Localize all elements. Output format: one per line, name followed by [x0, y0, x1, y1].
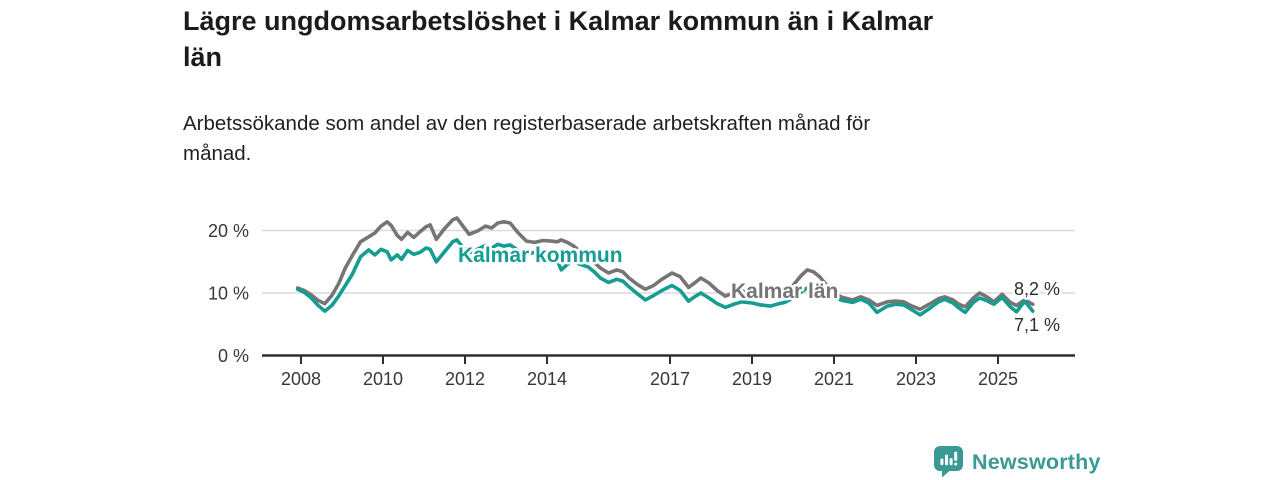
x-axis-tick-label: 2021	[814, 369, 854, 389]
x-axis-tick-label: 2025	[978, 369, 1018, 389]
x-axis-tick-label: 2014	[527, 369, 567, 389]
x-axis-tick-label: 2010	[363, 369, 403, 389]
x-axis-tick-label: 2019	[732, 369, 772, 389]
newsworthy-brand-text: Newsworthy	[972, 449, 1101, 474]
x-axis-tick-label: 2012	[445, 369, 485, 389]
chart-title: Lägre ungdomsarbetslöshet i Kalmar kommu…	[183, 6, 934, 72]
x-axis-tick-label: 2017	[650, 369, 690, 389]
y-axis-tick-label: 10 %	[208, 284, 249, 304]
series-label-kommun: Kalmar kommun	[458, 244, 623, 267]
series-label-lan: Kalmar län	[731, 280, 838, 303]
newsworthy-logo[interactable]: Newsworthy	[934, 446, 1101, 478]
chart-bubble-icon	[934, 446, 963, 478]
end-value-label-lan: 8,2 %	[1014, 279, 1060, 299]
end-value-label-kommun: 7,1 %	[1014, 315, 1060, 335]
series-line-lan	[295, 216, 1035, 312]
x-axis-tick-label: 2008	[281, 369, 321, 389]
series-line-kommun	[295, 238, 1035, 317]
y-axis-tick-label: 20 %	[208, 221, 249, 241]
chart-subtitle: Arbetssökande som andel av den registerb…	[183, 112, 871, 165]
y-axis-tick-label: 0 %	[218, 346, 249, 366]
x-axis-tick-label: 2023	[896, 369, 936, 389]
